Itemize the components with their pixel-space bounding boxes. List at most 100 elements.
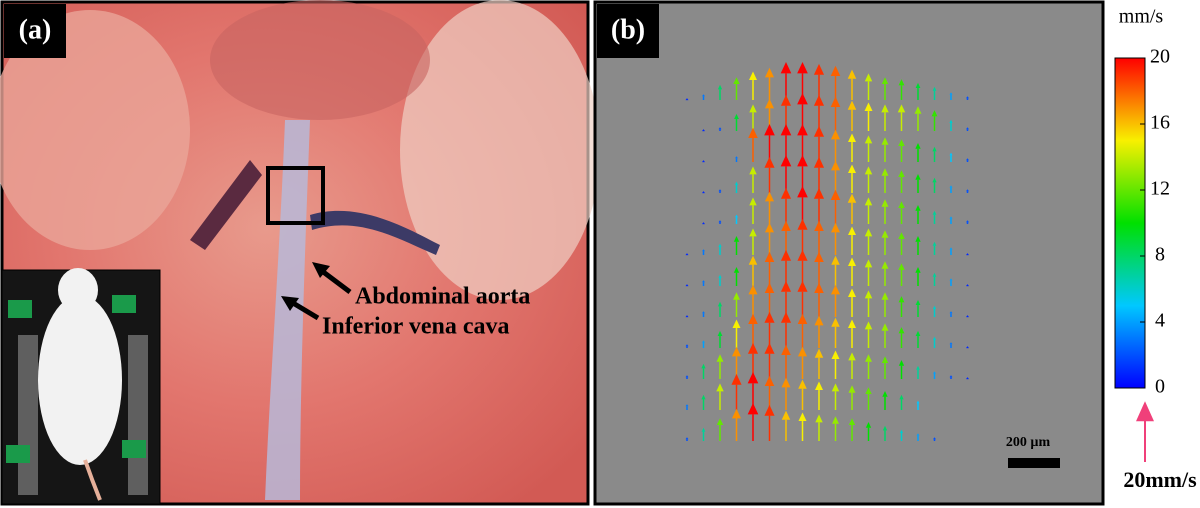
velocity-arrow	[701, 427, 706, 441]
velocity-arrow	[847, 193, 857, 224]
velocity-arrow	[881, 104, 889, 131]
arrow-head	[881, 168, 889, 176]
arrow-head	[932, 177, 937, 183]
arrow-head	[1136, 401, 1154, 422]
velocity-arrow	[813, 187, 825, 224]
velocity-arrow	[748, 255, 758, 286]
arrow-head	[949, 152, 953, 156]
arrow-head	[848, 133, 856, 143]
arrow-head	[702, 222, 705, 225]
velocity-arrow	[932, 241, 937, 255]
reference-label: 20mm/s	[1123, 467, 1197, 492]
arrow-head	[881, 292, 889, 300]
velocity-arrow	[898, 327, 905, 348]
arrow-head	[717, 84, 723, 90]
arrow-head	[847, 100, 857, 110]
velocity-arrow	[748, 127, 758, 162]
arrow-head	[881, 356, 889, 364]
velocity-arrow	[814, 220, 824, 255]
arrow-head	[798, 412, 807, 422]
arrow-head	[881, 261, 889, 269]
arrow-head	[814, 282, 824, 294]
velocity-arrow	[932, 146, 937, 162]
velocity-arrow	[831, 383, 840, 410]
velocity-arrow	[685, 375, 689, 379]
velocity-arrow	[881, 137, 889, 162]
arrow-head	[718, 274, 722, 279]
arrow-head	[733, 77, 740, 85]
velocity-arrow	[915, 174, 921, 193]
arrow-head	[898, 139, 905, 147]
arrow-head	[898, 263, 905, 271]
arrow-head	[749, 197, 757, 206]
velocity-arrow	[864, 166, 873, 193]
arrow-head	[832, 416, 839, 424]
velocity-arrow	[899, 394, 904, 410]
arrow-head	[814, 315, 824, 326]
panel-label: (b)	[611, 14, 645, 45]
arrow-head	[881, 104, 889, 113]
arrow-head	[848, 226, 856, 236]
tissue-region	[210, 0, 430, 120]
arrow-head	[898, 232, 905, 240]
arrow-head	[864, 321, 873, 330]
arrow-head	[831, 255, 840, 265]
annotation: Inferior vena cava	[322, 314, 510, 340]
arrow-head	[915, 236, 921, 242]
velocity-arrow	[897, 104, 906, 131]
arrow-head	[733, 292, 740, 300]
velocity-arrow	[735, 214, 738, 224]
velocity-arrow	[832, 416, 839, 441]
arrow-head	[864, 259, 873, 268]
velocity-arrow	[966, 284, 969, 287]
velocity-arrow	[798, 379, 807, 410]
arrow-head	[702, 94, 705, 97]
arrow-head	[915, 330, 921, 337]
colorbar-tick-label: 12	[1150, 178, 1170, 200]
velocity-arrow	[702, 340, 705, 348]
arrow-head	[702, 311, 705, 314]
velocity-arrow	[702, 249, 705, 255]
arrow-head	[685, 98, 689, 101]
arrow-head	[813, 94, 825, 106]
velocity-arrow	[732, 319, 741, 348]
arrow-head	[718, 243, 722, 248]
arrow-head	[735, 214, 738, 218]
velocity-arrow	[830, 222, 841, 255]
arrow-head	[749, 166, 757, 175]
arrow-head	[848, 164, 856, 174]
velocity-arrow	[966, 346, 969, 349]
arrow-head	[882, 391, 888, 397]
arrow-head	[797, 186, 808, 198]
velocity-arrow	[898, 360, 905, 379]
velocity-arrow	[764, 191, 775, 224]
velocity-arrow	[966, 189, 969, 193]
velocity-arrow	[915, 299, 921, 317]
arrow-head	[701, 427, 706, 432]
velocity-arrow	[933, 371, 936, 379]
vessel	[190, 160, 262, 250]
roi-box	[266, 166, 325, 225]
velocity-arrow	[749, 166, 757, 193]
arrow-head	[797, 93, 808, 105]
arrow-head	[966, 96, 969, 99]
mouse	[38, 295, 122, 465]
panel-a: (a) Abdominal aorta Inferior vena cava	[0, 0, 600, 506]
velocity-arrow	[949, 247, 953, 255]
tape	[122, 440, 146, 458]
arrow-head	[966, 315, 969, 318]
vessel	[265, 120, 310, 500]
ultrasound-frame	[593, 0, 1105, 506]
velocity-arrow	[718, 220, 722, 224]
velocity-arrow	[717, 301, 723, 317]
velocity-arrow	[764, 251, 775, 286]
arrow-head	[847, 69, 857, 79]
velocity-arrow	[831, 317, 840, 348]
velocity-arrow	[749, 228, 757, 255]
velocity-arrow	[685, 315, 689, 318]
velocity-arrow	[932, 336, 937, 348]
arrow-head	[949, 185, 953, 188]
arrow-head	[915, 82, 921, 89]
velocity-arrow	[702, 94, 705, 100]
arrow-head	[831, 350, 840, 360]
